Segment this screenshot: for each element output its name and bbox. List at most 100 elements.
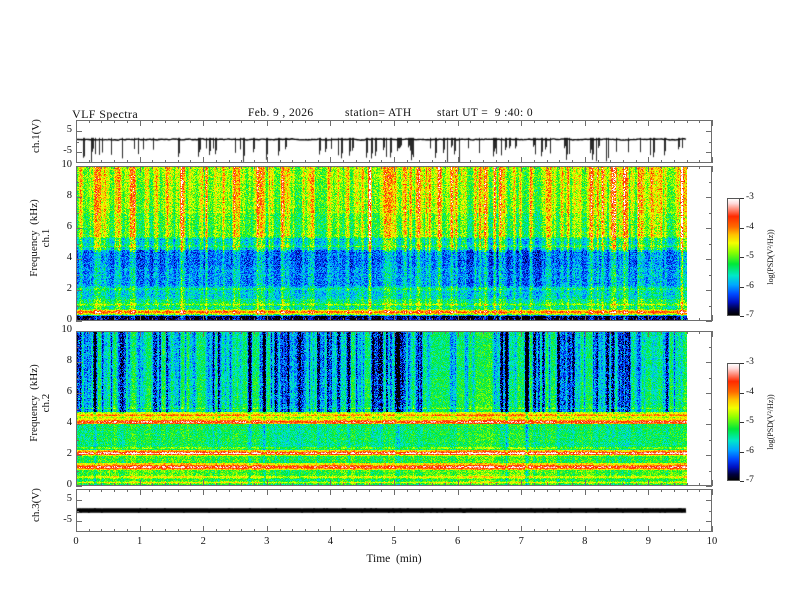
x-minor-tick [496,483,497,486]
x-major-tick [203,315,204,321]
x-minor-tick [114,331,115,334]
x-major-tick [648,526,649,532]
x-minor-tick [292,483,293,486]
x-minor-tick [636,318,637,321]
x-minor-tick [292,120,293,123]
x-major-tick [521,166,522,172]
ch2-spec-y-tick-label: 0 [66,479,72,490]
x-major-tick [648,331,649,337]
x-minor-tick [610,489,611,492]
x-minor-tick [343,489,344,492]
x-minor-tick [280,331,281,334]
x-minor-tick [318,529,319,532]
x-minor-tick [496,331,497,334]
x-major-tick [267,526,268,532]
x-minor-tick [572,529,573,532]
ch1-spec-y-major-tick [76,197,82,198]
x-minor-tick [547,489,548,492]
x-minor-tick [165,160,166,163]
x-minor-tick [152,483,153,486]
x-major-tick [521,120,522,126]
x-major-tick [648,120,649,126]
x-minor-tick [674,160,675,163]
colorbar-0-tick [740,287,744,288]
x-minor-tick [114,483,115,486]
x-minor-tick [661,120,662,123]
x-major-tick [394,331,395,337]
x-minor-tick [445,331,446,334]
x-minor-tick [699,483,700,486]
x-minor-tick [407,318,408,321]
x-minor-tick [432,489,433,492]
x-minor-tick [470,318,471,321]
x-minor-tick [432,120,433,123]
x-minor-tick [534,483,535,486]
x-minor-tick [101,483,102,486]
x-minor-tick [610,483,611,486]
x-minor-tick [636,160,637,163]
x-minor-tick [623,318,624,321]
colorbar-1-tick [740,363,744,364]
colorbar-ch2-title: log(PSD(V²/Hz)) [766,394,775,450]
x-major-tick [712,166,713,172]
x-minor-tick [305,529,306,532]
ch1-spec-y-minor-tick [709,275,712,276]
x-minor-tick [547,318,548,321]
x-minor-tick [369,529,370,532]
x-minor-tick [241,489,242,492]
ch1-spec-y-minor-tick [76,182,79,183]
x-minor-tick [610,318,611,321]
ch2-spec-y-major-tick [706,362,712,363]
x-minor-tick [407,489,408,492]
x-axis-title: Time (min) [366,553,422,565]
x-minor-tick [687,529,688,532]
ch1-spec-y-minor-tick [709,213,712,214]
x-minor-tick [572,489,573,492]
x-minor-tick [407,166,408,169]
x-minor-tick [470,489,471,492]
x-minor-tick [534,160,535,163]
colorbar-0-tick [740,228,744,229]
x-major-tick [267,331,268,337]
x-major-tick [585,331,586,337]
x-major-tick [203,157,204,163]
x-major-tick [140,315,141,321]
x-major-tick [140,480,141,486]
ch1-spec-y-tick-label: 2 [66,283,72,294]
colorbar-ch2 [727,363,740,481]
x-minor-tick [114,489,115,492]
x-major-tick [458,120,459,126]
x-minor-tick [623,331,624,334]
x-major-tick [521,315,522,321]
x-minor-tick [254,318,255,321]
x-minor-tick [623,483,624,486]
x-major-tick [458,166,459,172]
x-minor-tick [241,166,242,169]
ch3-wave-y-minor-tick [709,511,712,512]
x-minor-tick [369,483,370,486]
ch2-spec-y-major-tick [706,393,712,394]
x-minor-tick [661,489,662,492]
ch1-spectrogram-axis-channel: ch.1 [40,228,52,247]
x-minor-tick [432,483,433,486]
x-minor-tick [369,166,370,169]
x-minor-tick [280,120,281,123]
x-major-tick [267,166,268,172]
x-minor-tick [101,529,102,532]
x-minor-tick [496,318,497,321]
x-major-tick [76,331,77,337]
x-major-tick [585,120,586,126]
x-tick-label: 8 [582,536,588,547]
x-minor-tick [623,166,624,169]
x-minor-tick [598,318,599,321]
x-minor-tick [407,483,408,486]
x-minor-tick [343,318,344,321]
ch2-spec-y-tick-label: 6 [66,386,72,397]
x-minor-tick [152,166,153,169]
x-minor-tick [292,160,293,163]
x-minor-tick [101,160,102,163]
x-minor-tick [534,318,535,321]
x-minor-tick [241,120,242,123]
x-minor-tick [598,166,599,169]
ch2-spec-y-tick-label: 2 [66,448,72,459]
